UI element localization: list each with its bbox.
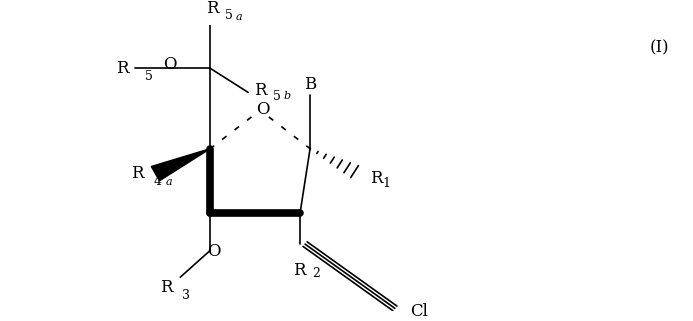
Text: a: a <box>235 12 242 22</box>
Text: R: R <box>116 60 128 77</box>
Text: R: R <box>370 169 383 187</box>
Text: (I): (I) <box>650 39 669 56</box>
Text: B: B <box>304 76 316 93</box>
Text: R: R <box>160 279 173 296</box>
Text: O: O <box>164 56 177 73</box>
Text: Cl: Cl <box>410 303 428 320</box>
Text: R: R <box>293 262 306 279</box>
Text: 4: 4 <box>153 175 161 188</box>
Text: R: R <box>131 165 143 182</box>
Text: 5: 5 <box>225 9 233 22</box>
Text: 2: 2 <box>312 267 320 280</box>
Text: O: O <box>256 101 270 118</box>
Text: b: b <box>283 91 290 101</box>
Text: 3: 3 <box>182 289 191 302</box>
Text: 5: 5 <box>273 90 281 102</box>
Text: R: R <box>254 82 267 99</box>
Text: O: O <box>207 243 221 260</box>
Polygon shape <box>151 149 210 181</box>
Text: 5: 5 <box>146 70 153 83</box>
Text: 1: 1 <box>383 177 391 190</box>
Text: a: a <box>166 177 172 187</box>
Text: R: R <box>207 0 219 17</box>
